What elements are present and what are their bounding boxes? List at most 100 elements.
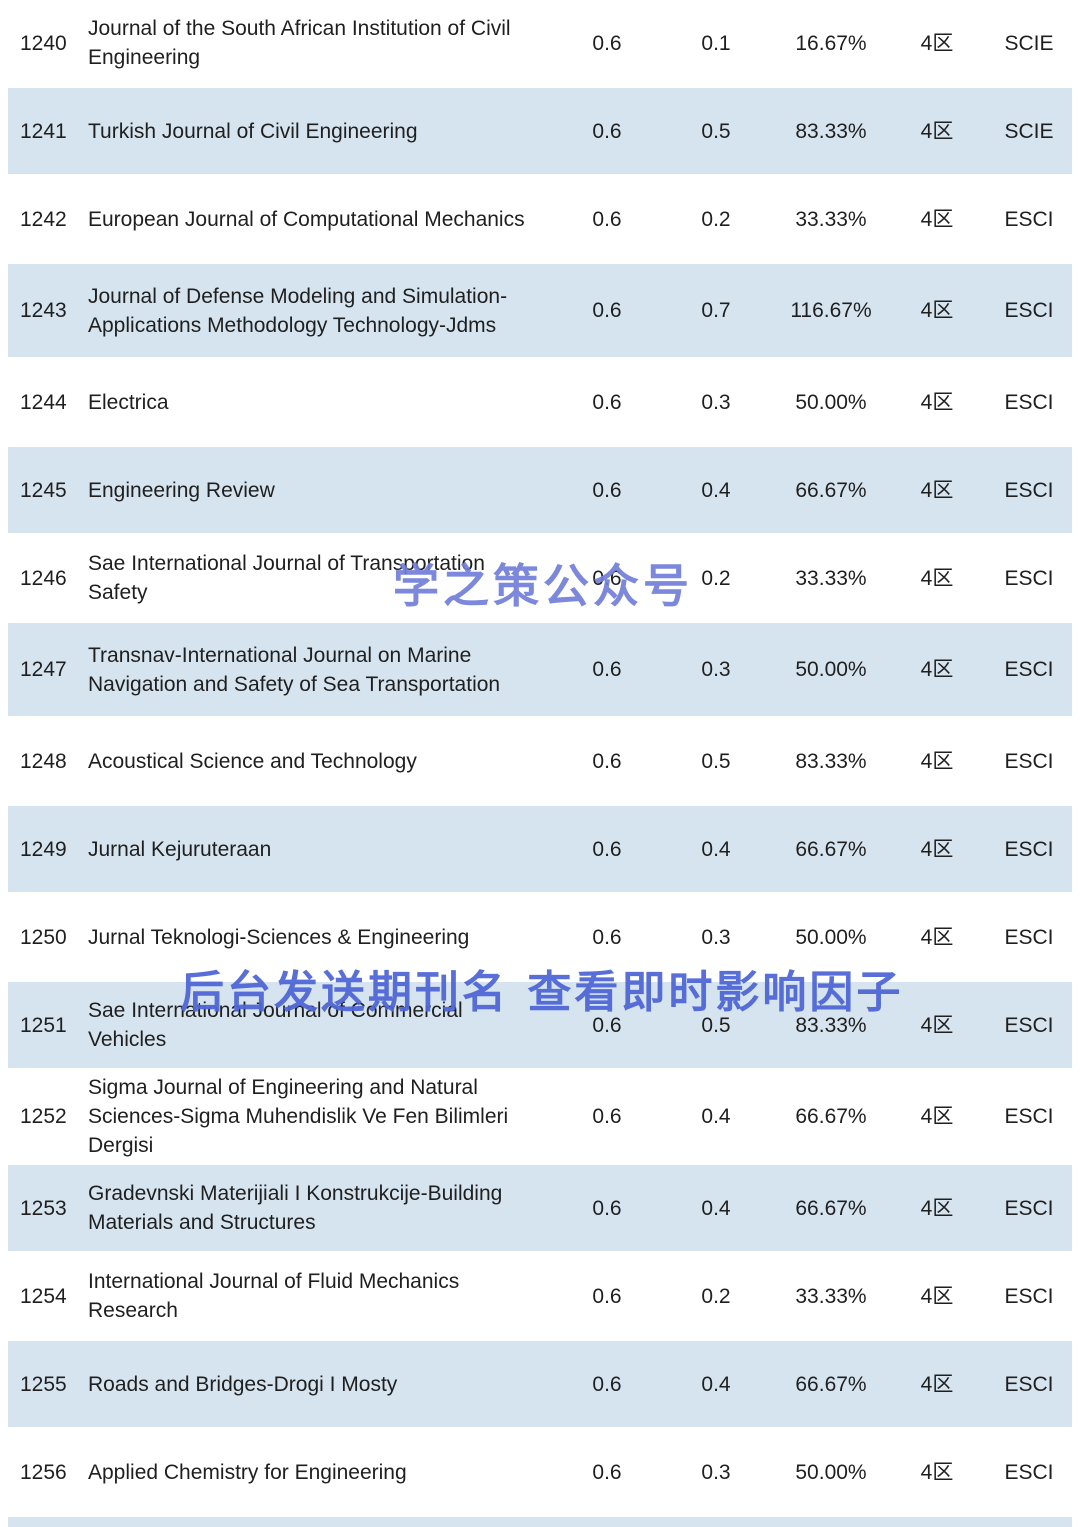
- collection-label: ESCI: [1004, 478, 1054, 502]
- table-row: 1249 Jurnal Kejuruteraan 0.6 0.4 66.67% …: [8, 806, 1072, 894]
- secondary-metric: 0.5: [701, 119, 731, 143]
- table-row: 1250 Jurnal Teknologi-Sciences & Enginee…: [8, 894, 1072, 982]
- collection-label: ESCI: [1004, 1372, 1054, 1396]
- partition-badge: 4区: [920, 1013, 954, 1037]
- secondary-metric: 0.5: [701, 749, 731, 773]
- impact-factor: 0.6: [592, 749, 622, 773]
- table-row: 1255 Roads and Bridges-Drogi I Mosty 0.6…: [8, 1341, 1072, 1429]
- partition-badge: 4区: [920, 749, 954, 773]
- collection-label: ESCI: [1004, 1013, 1054, 1037]
- impact-factor: 0.6: [592, 837, 622, 861]
- secondary-metric: 0.3: [701, 658, 731, 681]
- partition-badge: 4区: [920, 925, 954, 949]
- table-row: 1246 Sae International Journal of Transp…: [8, 535, 1072, 623]
- journal-rank: 1248: [20, 749, 67, 773]
- secondary-metric: 0.3: [701, 925, 731, 949]
- partition-badge: 4区: [920, 566, 954, 590]
- journal-rank: 1246: [20, 566, 67, 590]
- secondary-metric: 0.4: [701, 1196, 731, 1220]
- percent-value: 33.33%: [795, 207, 867, 231]
- percent-value: 66.67%: [795, 837, 867, 861]
- impact-factor: 0.6: [592, 566, 622, 590]
- table-row: 1241 Turkish Journal of Civil Engineerin…: [8, 88, 1072, 176]
- percent-value: 66.67%: [795, 1196, 867, 1220]
- impact-factor: 0.6: [592, 1284, 622, 1308]
- impact-factor: 0.6: [592, 478, 622, 502]
- impact-factor: 0.6: [592, 207, 622, 231]
- journal-rank: 1250: [20, 925, 67, 949]
- table-row: 1251 Sae International Journal of Commer…: [8, 982, 1072, 1070]
- secondary-metric: 0.3: [701, 390, 731, 414]
- percent-value: 33.33%: [795, 1284, 867, 1308]
- table-row: 1244 Electrica 0.6 0.3 50.00% 4区 ESCI: [8, 359, 1072, 447]
- collection-label: ESCI: [1004, 566, 1054, 590]
- secondary-metric: 0.4: [701, 478, 731, 502]
- impact-factor: 0.6: [592, 1460, 622, 1484]
- percent-value: 50.00%: [795, 390, 867, 414]
- impact-factor: 0.6: [592, 31, 622, 55]
- journal-rank: 1240: [20, 31, 67, 55]
- percent-value: 50.00%: [795, 1460, 867, 1484]
- partition-badge: 4区: [920, 1284, 954, 1308]
- secondary-metric: 0.4: [701, 1105, 731, 1128]
- secondary-metric: 0.3: [701, 1460, 731, 1484]
- journal-name: Jurnal Kejuruteraan: [88, 837, 272, 861]
- table-row: 1243 Journal of Defense Modeling and Sim…: [8, 264, 1072, 359]
- collection-label: ESCI: [1004, 1196, 1054, 1220]
- percent-value: 33.33%: [795, 566, 867, 590]
- journal-name: International Journal of Fluid Mechanics…: [88, 1270, 460, 1322]
- partition-badge: 4区: [920, 31, 954, 55]
- secondary-metric: 0.4: [701, 837, 731, 861]
- impact-factor: 0.6: [592, 1372, 622, 1396]
- journal-rank: 1254: [20, 1284, 67, 1308]
- partition-badge: 4区: [920, 1460, 954, 1484]
- partition-badge: 4区: [920, 837, 954, 861]
- impact-factor: 0.6: [592, 390, 622, 414]
- partition-badge: 4区: [920, 1372, 954, 1396]
- journal-name: Turkish Journal of Civil Engineering: [88, 119, 418, 143]
- impact-factor: 0.6: [592, 1105, 622, 1128]
- collection-label: ESCI: [1004, 837, 1054, 861]
- collection-label: ESCI: [1004, 1284, 1054, 1308]
- impact-factor: 0.6: [592, 1196, 622, 1220]
- percent-value: 83.33%: [795, 119, 867, 143]
- journal-name: Gradevnski Materijiali I Konstrukcije-Bu…: [88, 1182, 503, 1234]
- percent-value: 50.00%: [795, 925, 867, 949]
- secondary-metric: 0.2: [701, 566, 731, 590]
- journal-name: Sae International Journal of Transportat…: [88, 552, 485, 604]
- collection-label: ESCI: [1004, 299, 1054, 322]
- table-row: 1245 Engineering Review 0.6 0.4 66.67% 4…: [8, 447, 1072, 535]
- collection-label: ESCI: [1004, 390, 1054, 414]
- table-row: 1253 Gradevnski Materijiali I Konstrukci…: [8, 1165, 1072, 1253]
- partition-badge: 4区: [920, 207, 954, 231]
- table-row: 1254 International Journal of Fluid Mech…: [8, 1253, 1072, 1341]
- impact-factor: 0.6: [592, 925, 622, 949]
- secondary-metric: 0.2: [701, 1284, 731, 1308]
- partition-badge: 4区: [920, 299, 954, 322]
- journal-name: Jurnal Teknologi-Sciences & Engineering: [88, 925, 470, 949]
- partition-badge: 4区: [920, 1196, 954, 1220]
- percent-value: 50.00%: [795, 658, 867, 681]
- journal-rank: 1249: [20, 837, 67, 861]
- collection-label: ESCI: [1004, 749, 1054, 773]
- percent-value: 83.33%: [795, 1013, 867, 1037]
- journal-rank: 1251: [20, 1013, 67, 1037]
- collection-label: ESCI: [1004, 1105, 1054, 1128]
- partition-badge: 4区: [920, 390, 954, 414]
- journal-name: Electrica: [88, 390, 169, 414]
- collection-label: ESCI: [1004, 207, 1054, 231]
- table-row: 1240 Journal of the South African Instit…: [8, 0, 1072, 88]
- percent-value: 66.67%: [795, 478, 867, 502]
- table-row: 1252 Sigma Journal of Engineering and Na…: [8, 1070, 1072, 1165]
- journal-rank: 1253: [20, 1196, 67, 1220]
- percent-value: 66.67%: [795, 1372, 867, 1396]
- journal-name: Engineering Review: [88, 478, 275, 502]
- partition-badge: 4区: [920, 658, 954, 681]
- impact-factor: 0.6: [592, 1013, 622, 1037]
- journal-name: Sigma Journal of Engineering and Natural…: [88, 1076, 509, 1157]
- impact-factor: 0.6: [592, 299, 622, 322]
- partition-badge: 4区: [920, 119, 954, 143]
- collection-label: SCIE: [1004, 119, 1054, 143]
- collection-label: ESCI: [1004, 1460, 1054, 1484]
